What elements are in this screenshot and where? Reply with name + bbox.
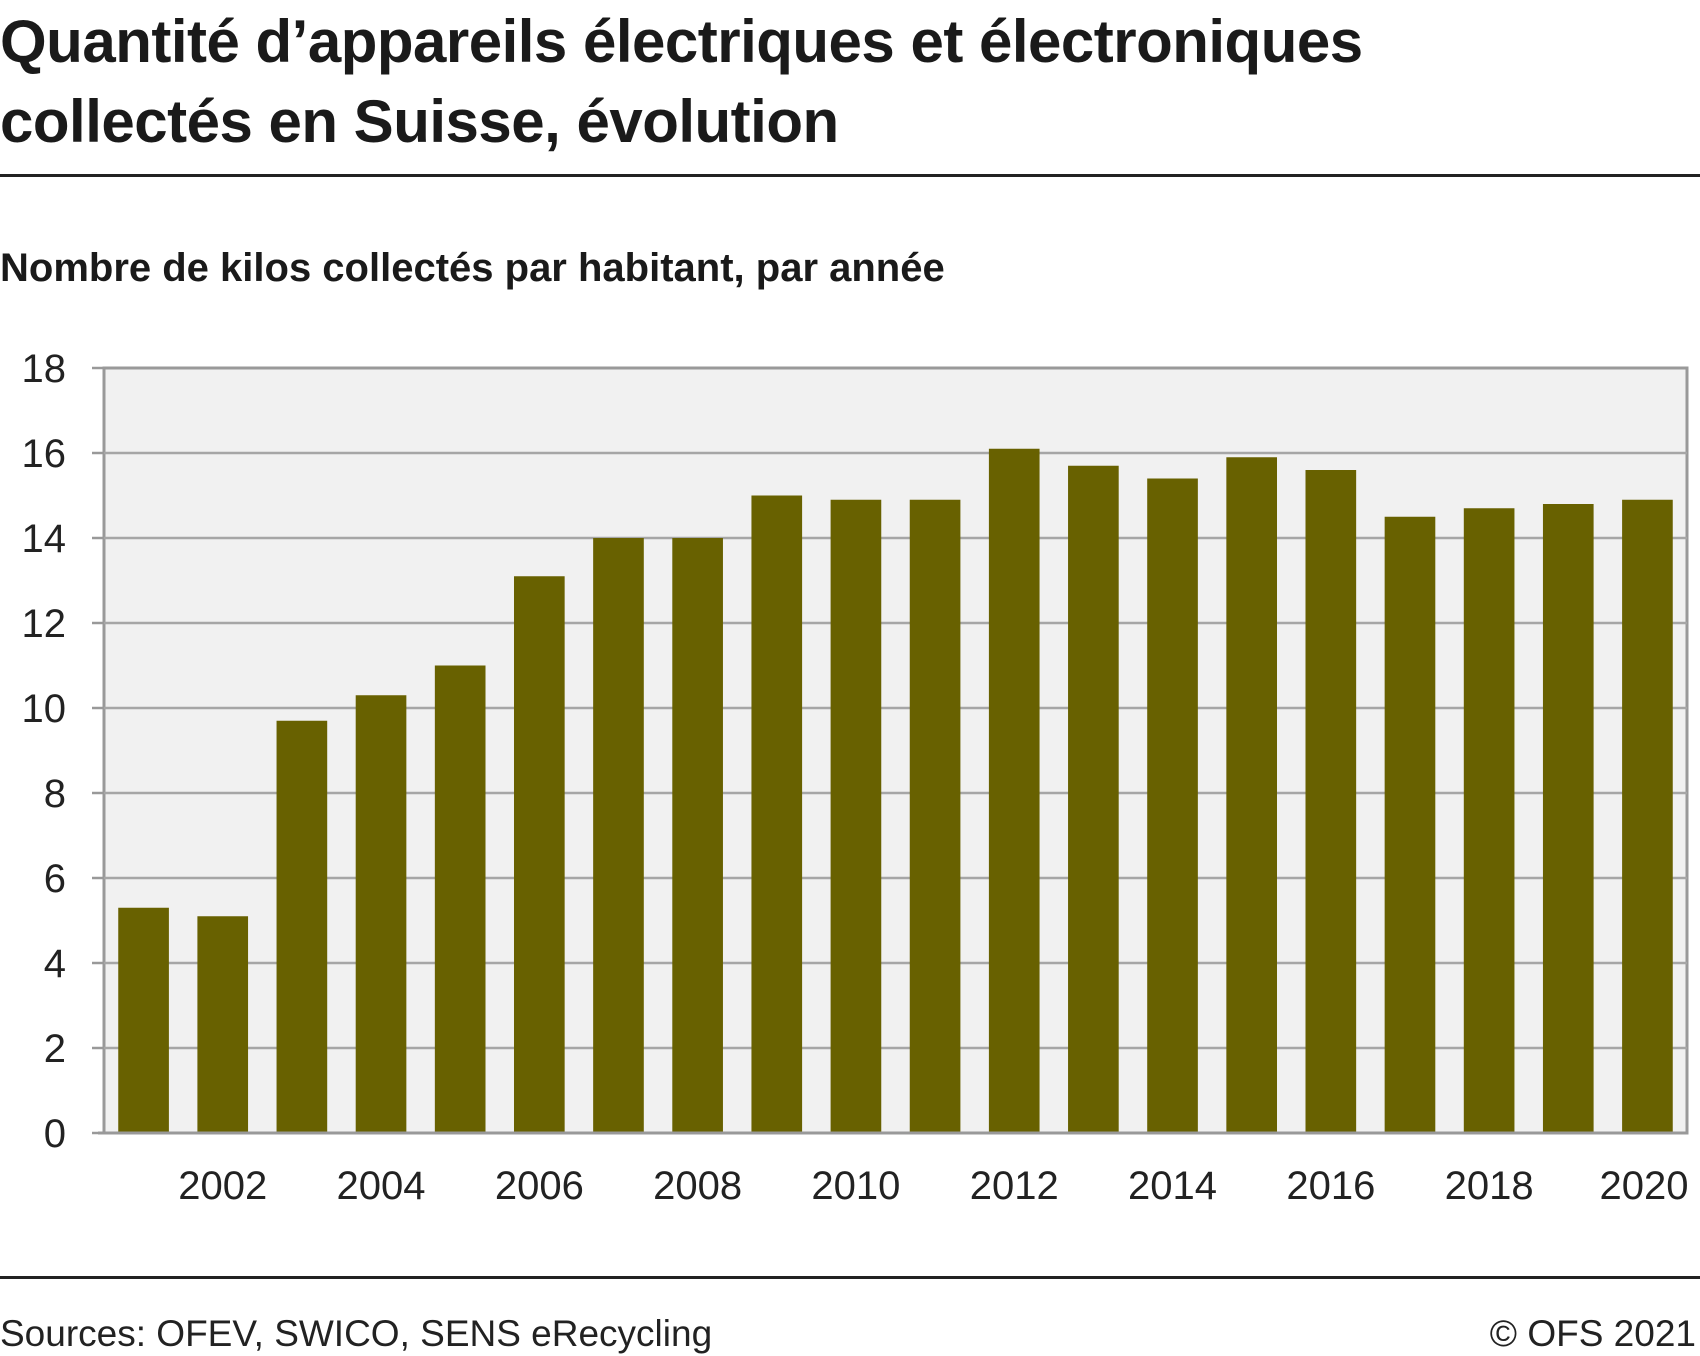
bar-2007 <box>593 538 644 1133</box>
plot-area <box>102 366 1689 1135</box>
x-tick-label: 2020 <box>1600 1164 1689 1200</box>
bar-2013 <box>1068 465 1119 1133</box>
x-tick-label: 2010 <box>811 1164 900 1200</box>
bar-2001 <box>118 907 169 1133</box>
x-tick-label: 2008 <box>653 1164 742 1200</box>
y-tick-label: 12 <box>22 602 67 646</box>
y-tick-label: 6 <box>44 857 66 901</box>
y-tick-label: 16 <box>22 432 67 476</box>
chart-title-line-2: collectés en Suisse, évolution <box>0 88 839 155</box>
bar-chart: 0 2 4 6 8 10 12 14 16 18 2002 2004 2006 2008 2010 2012… <box>22 347 1689 1200</box>
y-tick-label: 18 <box>22 347 67 391</box>
bar-2017 <box>1384 516 1436 1133</box>
bars <box>118 448 1673 1133</box>
bar-2014 <box>1147 478 1198 1133</box>
x-axis-tick-labels: 2002 2004 2006 2008 2010 2012 2014 2016 2018 2020 <box>178 1164 1688 1200</box>
source-note: Sources: OFEV, SWICO, SENS eRecycling <box>0 1313 713 1354</box>
bar-2006 <box>513 576 565 1133</box>
bar-2020 <box>1622 499 1673 1133</box>
bar-2003 <box>276 720 328 1133</box>
bar-2019 <box>1542 504 1594 1133</box>
y-axis-tick-labels: 0 2 4 6 8 10 12 14 16 18 <box>22 347 67 1156</box>
bar-2004 <box>355 695 407 1133</box>
chart-title: Quantité d’appareils électriques et élec… <box>0 2 1690 162</box>
x-tick-label: 2002 <box>178 1164 267 1200</box>
chart-title-line-1: Quantité d’appareils électriques et élec… <box>0 8 1363 75</box>
title-divider <box>0 174 1700 177</box>
bar-2009 <box>751 495 803 1133</box>
y-tick-label: 10 <box>22 687 67 731</box>
x-tick-label: 2016 <box>1286 1164 1375 1200</box>
chart-subtitle: Nombre de kilos collectés par habitant, … <box>0 246 945 290</box>
y-tick-label: 4 <box>44 942 66 986</box>
bar-2010 <box>830 499 882 1133</box>
bar-2012 <box>988 448 1040 1133</box>
footer-divider <box>0 1276 1700 1279</box>
bar-2015 <box>1226 457 1278 1133</box>
copyright-note: © OFS 2021 <box>1489 1313 1696 1354</box>
y-tick-label: 0 <box>44 1112 66 1156</box>
y-tick-label: 2 <box>44 1027 66 1071</box>
bar-2011 <box>909 499 961 1133</box>
bar-2005 <box>434 665 486 1133</box>
bar-2018 <box>1463 508 1515 1133</box>
x-tick-label: 2018 <box>1445 1164 1534 1200</box>
y-tick-label: 14 <box>22 517 67 561</box>
bar-2002 <box>197 916 249 1133</box>
x-tick-label: 2006 <box>495 1164 584 1200</box>
x-tick-label: 2014 <box>1128 1164 1217 1200</box>
bar-2008 <box>672 538 723 1133</box>
y-tick-label: 8 <box>44 772 66 816</box>
bar-2016 <box>1305 470 1357 1133</box>
x-tick-label: 2012 <box>970 1164 1059 1200</box>
x-tick-label: 2004 <box>337 1164 426 1200</box>
